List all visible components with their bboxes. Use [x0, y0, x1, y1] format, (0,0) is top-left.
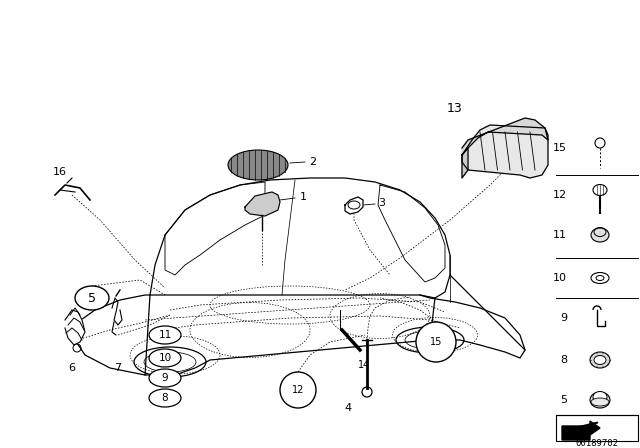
Text: 8: 8 — [162, 393, 168, 403]
Polygon shape — [245, 192, 280, 216]
Polygon shape — [65, 310, 85, 345]
Text: 14: 14 — [358, 360, 371, 370]
Ellipse shape — [596, 276, 604, 280]
Ellipse shape — [591, 398, 609, 406]
Ellipse shape — [594, 356, 606, 365]
Text: 4: 4 — [344, 403, 351, 413]
FancyBboxPatch shape — [556, 415, 638, 441]
Text: 3: 3 — [378, 198, 385, 208]
Ellipse shape — [590, 352, 610, 368]
Ellipse shape — [149, 349, 181, 367]
Text: 7: 7 — [115, 363, 122, 373]
Circle shape — [280, 372, 316, 408]
Text: 16: 16 — [53, 167, 67, 177]
Polygon shape — [462, 118, 548, 155]
Text: 11: 11 — [553, 230, 567, 240]
Text: 6: 6 — [68, 363, 76, 373]
Text: 9: 9 — [162, 373, 168, 383]
Ellipse shape — [591, 228, 609, 242]
Ellipse shape — [149, 369, 181, 387]
Text: 13: 13 — [447, 102, 463, 115]
Circle shape — [416, 322, 456, 362]
Text: 5: 5 — [88, 293, 96, 306]
Ellipse shape — [149, 389, 181, 407]
Polygon shape — [462, 125, 548, 178]
Text: 15: 15 — [430, 337, 442, 347]
Ellipse shape — [149, 326, 181, 344]
Polygon shape — [462, 148, 468, 178]
Ellipse shape — [228, 150, 288, 180]
Text: 8: 8 — [560, 355, 567, 365]
Text: 10: 10 — [553, 273, 567, 283]
Text: 9: 9 — [560, 313, 567, 323]
Text: 15: 15 — [553, 143, 567, 153]
Ellipse shape — [75, 286, 109, 310]
Ellipse shape — [593, 392, 607, 402]
Text: 2: 2 — [309, 157, 316, 167]
Ellipse shape — [590, 392, 610, 408]
Text: 11: 11 — [158, 330, 172, 340]
Text: 12: 12 — [292, 385, 304, 395]
Ellipse shape — [591, 272, 609, 284]
Text: 10: 10 — [159, 353, 172, 363]
Polygon shape — [345, 197, 363, 214]
Text: 12: 12 — [553, 190, 567, 200]
Text: 00189702: 00189702 — [575, 439, 618, 448]
Polygon shape — [562, 421, 600, 440]
Text: 5: 5 — [560, 395, 567, 405]
Text: 1: 1 — [300, 192, 307, 202]
